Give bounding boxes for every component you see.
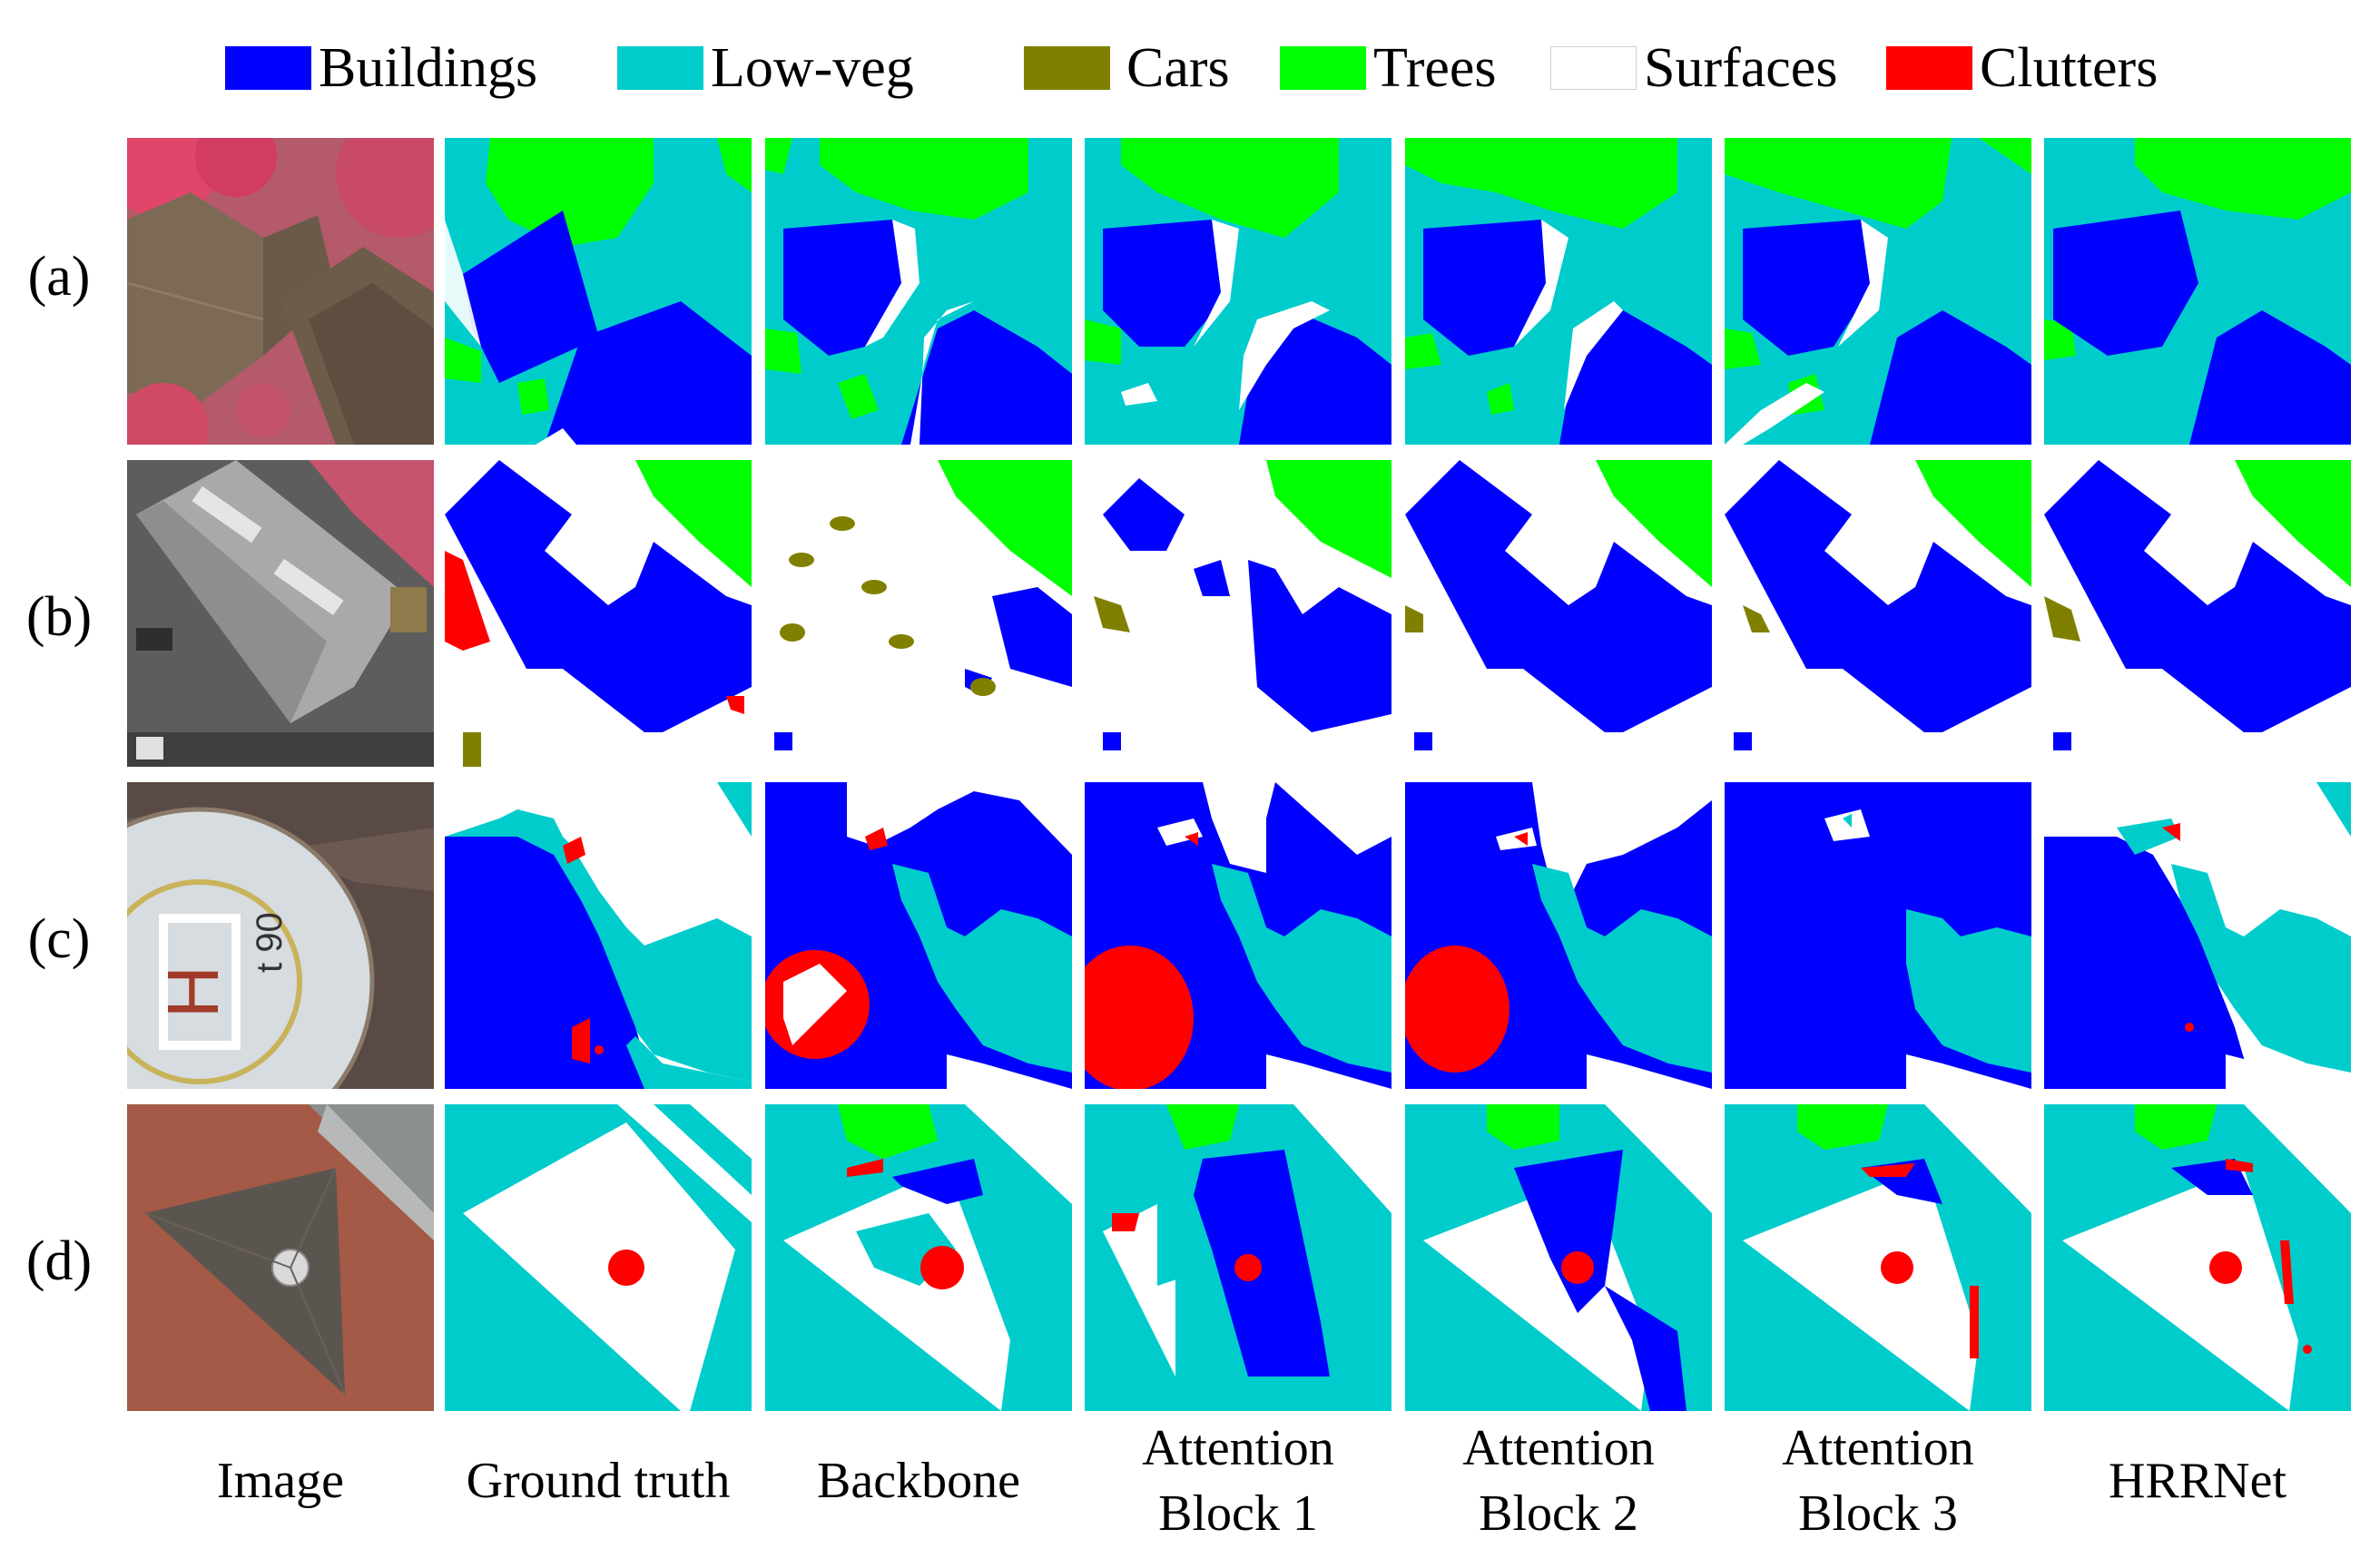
backbone-d [765, 1104, 1072, 1411]
image-c: H t 90 [127, 782, 434, 1089]
legend-label-trees: Trees [1373, 37, 1497, 99]
legend-item-clutters: Clutters [1886, 36, 2158, 100]
column-label-attention-block-2-line1: Attention [1462, 1420, 1655, 1476]
attention-block-3-d [1725, 1104, 2031, 1411]
ground-truth-d [445, 1104, 752, 1411]
column-label-attention-block-2: Attention Block 2 [1395, 1416, 1722, 1546]
attention-block-2-d [1405, 1104, 1712, 1411]
legend-label-buildings: Buildings [319, 37, 538, 99]
backbone-a [765, 138, 1072, 445]
helipad-number: t 90 [250, 912, 290, 973]
ground-truth-a [445, 138, 752, 445]
row-label-c: (c) [27, 908, 91, 970]
legend-label-surfaces: Surfaces [1644, 37, 1838, 99]
row-label-b: (b) [25, 586, 93, 648]
legend-label-low-veg: Low-veg [711, 37, 914, 99]
attention-block-1-a [1085, 138, 1391, 445]
row-label-a: (a) [27, 246, 91, 308]
hrrnet-d [2044, 1104, 2351, 1411]
attention-block-3-a [1725, 138, 2031, 445]
legend-swatch-surfaces [1550, 46, 1637, 90]
legend-item-cars: Cars [1024, 36, 1230, 100]
row-label-d: (d) [25, 1230, 93, 1292]
column-label-attention-block-1: Attention Block 1 [1075, 1416, 1401, 1546]
legend-item-buildings: Buildings [225, 36, 537, 100]
legend-swatch-low-veg [617, 46, 703, 90]
image-a [127, 138, 434, 445]
column-label-attention-block-1-line2: Block 1 [1158, 1485, 1318, 1542]
ground-truth-c [445, 782, 752, 1089]
helipad-letter: H [152, 965, 233, 1018]
attention-block-1-d [1085, 1104, 1391, 1411]
legend-item-trees: Trees [1280, 36, 1497, 100]
legend: Buildings Low-veg Cars Trees Surfaces Cl… [0, 0, 2360, 127]
column-label-image-text: Image [217, 1453, 344, 1509]
legend-item-low-veg: Low-veg [617, 36, 914, 100]
attention-block-3-c [1725, 782, 2031, 1089]
attention-block-2-c [1405, 782, 1712, 1089]
legend-label-clutters: Clutters [1980, 37, 2158, 99]
column-label-hrrnet-text: HRRNet [2109, 1453, 2286, 1509]
column-label-backbone: Backbone [755, 1416, 1082, 1514]
column-label-attention-block-1-line1: Attention [1142, 1420, 1334, 1476]
hrrnet-c [2044, 782, 2351, 1089]
column-label-attention-block-3: Attention Block 3 [1715, 1416, 2041, 1546]
attention-block-2-a [1405, 138, 1712, 445]
ground-truth-b [445, 460, 752, 767]
backbone-b [765, 460, 1072, 767]
attention-block-2-b [1405, 460, 1712, 767]
attention-block-1-b [1085, 460, 1391, 767]
image-d [127, 1104, 434, 1411]
column-label-ground-truth-text: Ground truth [466, 1453, 731, 1509]
column-label-image: Image [117, 1416, 444, 1514]
image-b [127, 460, 434, 767]
attention-block-3-b [1725, 460, 2031, 767]
legend-swatch-cars [1024, 46, 1110, 90]
attention-block-1-c [1085, 782, 1391, 1089]
legend-swatch-clutters [1886, 46, 1972, 90]
legend-label-cars: Cars [1126, 37, 1230, 99]
column-label-hrrnet: HRRNet [2034, 1416, 2360, 1514]
column-label-backbone-text: Backbone [817, 1453, 1020, 1509]
legend-swatch-trees [1280, 46, 1366, 90]
column-label-attention-block-3-line1: Attention [1782, 1420, 1974, 1476]
legend-swatch-buildings [225, 46, 311, 90]
column-label-attention-block-2-line2: Block 2 [1479, 1485, 1638, 1542]
legend-item-surfaces: Surfaces [1550, 36, 1837, 100]
column-label-ground-truth: Ground truth [435, 1416, 762, 1514]
backbone-c [765, 782, 1072, 1089]
hrrnet-b [2044, 460, 2351, 767]
column-label-attention-block-3-line2: Block 3 [1798, 1485, 1958, 1542]
hrrnet-a [2044, 138, 2351, 445]
